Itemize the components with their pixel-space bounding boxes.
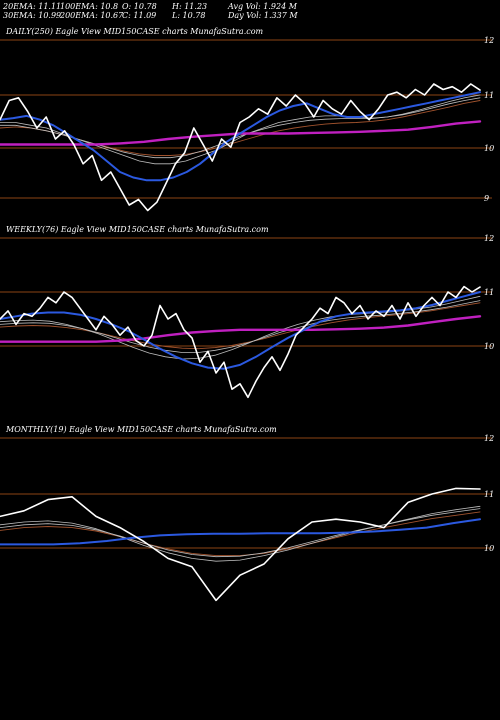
weekly-series-group xyxy=(0,285,482,399)
ema20-label: 20EMA: 11.11 xyxy=(3,2,62,11)
high-label: H: 11.23 xyxy=(172,2,208,11)
weekly-chart-title: WEEKLY(76) Eagle View MID150CASE charts … xyxy=(6,225,269,234)
monthly-ytick-label: 12 xyxy=(484,434,494,443)
monthly-chart-title: MONTHLY(19) Eagle View MID150CASE charts… xyxy=(6,425,277,434)
weekly-ytick-label: 11 xyxy=(484,288,494,297)
monthly-ema-fast-line xyxy=(0,518,481,546)
header-col2: 100EMA: 10.8 200EMA: 10.67 xyxy=(60,2,123,20)
open-label: O: 10.78 xyxy=(122,2,157,11)
weekly-price-line xyxy=(0,285,481,399)
weekly-ema-mid_a-line xyxy=(0,295,481,360)
header-col3: O: 10.78 C: 11.09 xyxy=(122,2,157,20)
header-col4: H: 11.23 L: 10.78 xyxy=(172,2,207,20)
close-label: C: 11.09 xyxy=(122,11,157,20)
low-label: L: 10.78 xyxy=(172,11,206,20)
daily-ytick-label: 9 xyxy=(484,194,489,203)
monthly-ema-long-line xyxy=(0,511,481,557)
daily-ytick-label: 10 xyxy=(484,144,494,153)
monthly-ytick-label: 10 xyxy=(484,544,494,553)
monthly-price-line xyxy=(0,487,481,602)
weekly-ytick-label: 10 xyxy=(484,342,494,351)
weekly-ema-fast-line xyxy=(0,291,481,370)
daily-ema-long-line xyxy=(0,100,481,156)
weekly-ema-slow-line xyxy=(0,315,482,343)
weekly-ytick-label: 12 xyxy=(484,234,494,243)
daily-ytick-label: 11 xyxy=(484,91,494,100)
daily-chart-title: DAILY(250) Eagle View MID150CASE charts … xyxy=(6,27,264,36)
daily-price-line xyxy=(0,83,481,212)
daily-ema-mid_a-line xyxy=(0,94,481,165)
avg-vol-label: Avg Vol: 1.924 M xyxy=(228,2,297,11)
ema200-label: 200EMA: 10.67 xyxy=(60,11,124,20)
header-col5: Avg Vol: 1.924 M Day Vol: 1.337 M xyxy=(228,2,298,20)
daily-ytick-label: 12 xyxy=(484,36,494,45)
monthly-ema-mid_b-line xyxy=(0,508,481,558)
daily-ema-fast-line xyxy=(0,91,481,182)
weekly-ema-long-line xyxy=(0,302,481,350)
monthly-ytick-label: 11 xyxy=(484,490,494,499)
header-col1: 20EMA: 11.11 30EMA: 10.99 xyxy=(3,2,61,20)
daily-series-group xyxy=(0,83,482,212)
ema30-label: 30EMA: 10.99 xyxy=(3,11,62,20)
ema100-label: 100EMA: 10.8 xyxy=(60,2,119,11)
monthly-ema-mid_a-line xyxy=(0,505,481,562)
day-vol-label: Day Vol: 1.337 M xyxy=(228,11,298,20)
monthly-series-group xyxy=(0,487,481,602)
